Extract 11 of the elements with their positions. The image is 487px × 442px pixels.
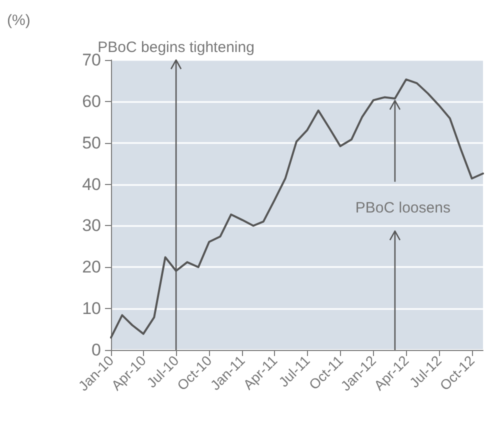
y-tick-label: 70: [82, 50, 101, 70]
y-tick-label: 60: [82, 92, 101, 111]
y-tick-label: 20: [82, 258, 101, 277]
y-tick-label: 50: [82, 133, 101, 152]
y-tick-label: 10: [82, 299, 101, 318]
y-axis-title: (%): [7, 12, 30, 29]
ref-line-label: PBoC loosens: [355, 199, 450, 216]
y-tick-label: 30: [82, 216, 101, 236]
y-tick-label: 0: [92, 340, 101, 360]
line-series: [110, 78, 484, 339]
y-tick-label: 40: [82, 174, 101, 194]
